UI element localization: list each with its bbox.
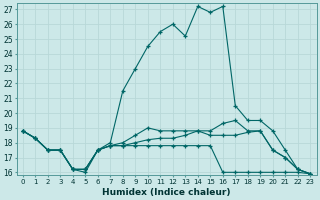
X-axis label: Humidex (Indice chaleur): Humidex (Indice chaleur)	[102, 188, 231, 197]
